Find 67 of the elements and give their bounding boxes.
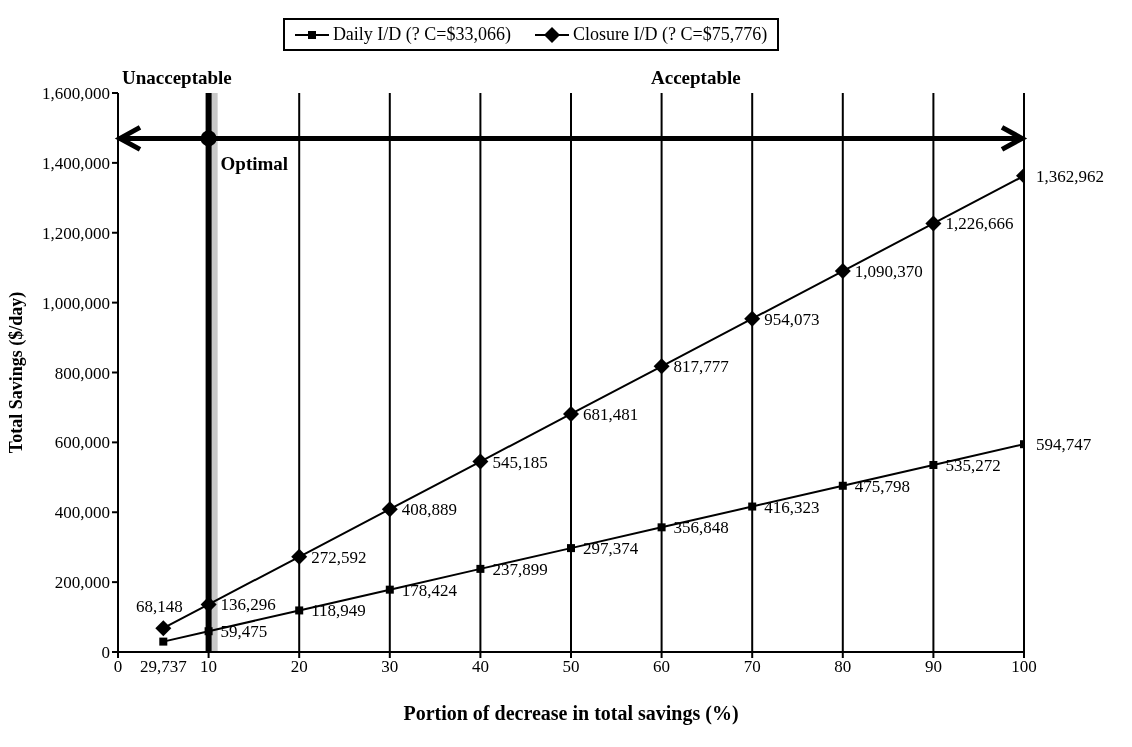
point xyxy=(159,637,168,646)
x-tick-label: 10 xyxy=(200,657,218,677)
y-tick-label: 1,000,000 xyxy=(42,293,110,313)
y-tick-label: 400,000 xyxy=(54,503,110,523)
x-tick-label: 90 xyxy=(924,657,942,677)
point xyxy=(838,481,847,490)
y-axis-title: Total Savings ($/day) xyxy=(6,291,28,454)
point xyxy=(385,585,394,594)
legend-label: Closure I/D (? C=$75,776) xyxy=(572,24,768,45)
point xyxy=(291,548,308,565)
annotation: Optimal xyxy=(220,153,289,175)
data-label: 545,185 xyxy=(492,452,548,472)
data-label: 237,899 xyxy=(492,559,548,579)
text: Acceptable xyxy=(651,67,741,89)
data-label: 594,747 xyxy=(1036,435,1092,455)
y-tick-label: 1,600,000 xyxy=(42,84,110,104)
y-tick-label: 600,000 xyxy=(54,433,110,453)
data-label: 817,777 xyxy=(673,357,730,377)
x-tick-label: 60 xyxy=(653,657,671,677)
x-tick-label: 20 xyxy=(290,657,308,677)
data-label: 29,737 xyxy=(139,656,188,676)
point xyxy=(567,544,575,553)
x-tick-label: 80 xyxy=(834,657,852,677)
point xyxy=(834,263,851,280)
text: Unacceptable xyxy=(122,67,232,89)
point xyxy=(744,310,761,327)
point xyxy=(472,453,489,470)
y-tick-label: 800,000 xyxy=(54,363,110,383)
data-label: 1,226,666 xyxy=(945,214,1014,234)
data-label: 535,272 xyxy=(945,455,1001,475)
data-label: 475,798 xyxy=(854,476,911,496)
x-tick-label: 40 xyxy=(471,657,489,677)
point xyxy=(476,564,485,573)
point xyxy=(925,215,942,232)
x-tick-label: 30 xyxy=(381,657,399,677)
data-label: 1,090,370 xyxy=(854,262,923,282)
y-tick-label: 1,400,000 xyxy=(42,153,110,173)
data-label: 416,323 xyxy=(764,497,820,517)
data-label: 681,481 xyxy=(583,404,639,424)
point xyxy=(563,405,579,422)
x-tick-label: 100 xyxy=(1011,657,1037,677)
data-label: 408,889 xyxy=(401,500,458,520)
data-label: 136,296 xyxy=(220,595,276,615)
data-label: 954,073 xyxy=(764,309,820,329)
data-label: 178,424 xyxy=(401,580,458,600)
data-label: 68,148 xyxy=(135,597,183,617)
y-tick-label: 1,200,000 xyxy=(42,223,110,243)
x-axis-title: Portion of decrease in total savings (%) xyxy=(403,702,739,725)
y-tick-label: 200,000 xyxy=(54,573,110,593)
point xyxy=(381,501,398,518)
x-tick-label: 50 xyxy=(562,657,580,677)
y-tick-label: 0 xyxy=(101,643,110,663)
data-label: 272,592 xyxy=(311,547,367,567)
point xyxy=(748,502,757,511)
point xyxy=(929,460,938,469)
data-label: 118,949 xyxy=(311,601,366,621)
x-tick-label: 70 xyxy=(743,657,761,677)
data-label: 1,362,962 xyxy=(1036,166,1104,186)
point xyxy=(295,606,304,615)
x-tick-label: 0 xyxy=(113,657,123,677)
legend-label: Daily I/D (? C=$33,066) xyxy=(331,24,511,45)
data-label: 59,475 xyxy=(220,622,268,642)
point xyxy=(653,358,670,375)
data-label: 297,374 xyxy=(583,539,639,559)
point xyxy=(155,620,172,637)
point xyxy=(657,523,666,532)
data-label: 356,848 xyxy=(673,518,729,538)
